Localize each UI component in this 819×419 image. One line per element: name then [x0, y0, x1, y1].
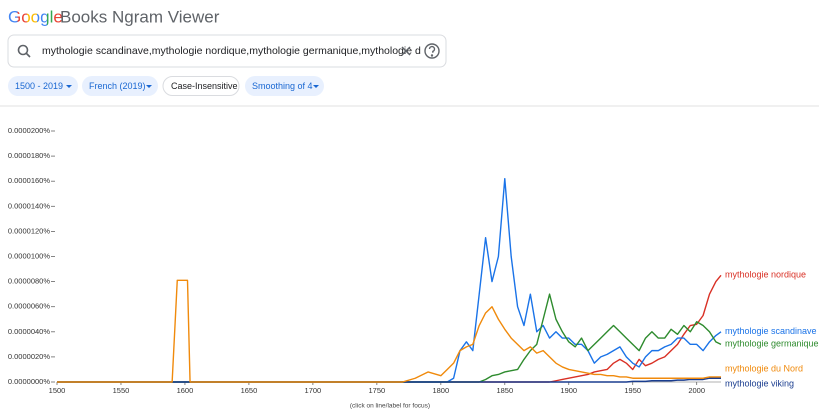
- filter-chip[interactable]: [82, 76, 158, 96]
- y-tick-label: 0.0000140%: [8, 201, 50, 210]
- logo[interactable]: Google: [8, 7, 63, 26]
- dropdown-arrow[interactable]: [66, 85, 72, 88]
- x-tick-label: 1750: [369, 386, 386, 395]
- x-tick-label: 1800: [432, 386, 449, 395]
- filter-chip[interactable]: [162, 76, 240, 96]
- app-title: Books Ngram Viewer: [60, 7, 220, 26]
- x-tick-label: 1650: [241, 386, 258, 395]
- y-tick-label: 0.0000160%: [8, 176, 50, 185]
- x-tick-label: 1850: [496, 386, 513, 395]
- dropdown-arrow[interactable]: [146, 85, 152, 88]
- x-tick-label: 1900: [560, 386, 577, 395]
- filter-label[interactable]: Smoothing of 4: [252, 81, 313, 91]
- x-tick-label: 1500: [49, 386, 66, 395]
- y-tick-label: 0.0000200%: [8, 126, 50, 135]
- filter-label[interactable]: Case-Insensitive: [171, 81, 238, 91]
- x-tick-label: 1700: [305, 386, 322, 395]
- y-tick-label: 0.0000060%: [8, 302, 50, 311]
- series-label[interactable]: mythologie germanique: [725, 339, 819, 349]
- filter-label[interactable]: French (2019): [89, 81, 146, 91]
- series-label[interactable]: mythologie nordique: [725, 270, 806, 280]
- x-tick-label: 1550: [113, 386, 130, 395]
- filter-label[interactable]: 1500 - 2019: [15, 81, 63, 91]
- x-tick-label: 1600: [177, 386, 194, 395]
- series-line[interactable]: [57, 274, 722, 383]
- x-tick-label: 1950: [624, 386, 641, 395]
- series-line[interactable]: [57, 177, 722, 383]
- chart-note: (click on line/label for focus): [350, 403, 430, 410]
- series-label[interactable]: mythologie viking: [725, 378, 794, 388]
- series-line[interactable]: [57, 377, 721, 383]
- search-box[interactable]: [7, 34, 447, 68]
- series-line[interactable]: [57, 293, 722, 383]
- chart: 0.0000000% 0.0000020% 0.0000040% 0.0000060%…: [8, 126, 819, 395]
- y-tick-label: 0.0000040%: [8, 327, 50, 336]
- x-tick-label: 2000: [688, 386, 705, 395]
- clear-icon[interactable]: [401, 46, 411, 56]
- series-label[interactable]: mythologie scandinave: [725, 326, 817, 336]
- series-label[interactable]: mythologie du Nord: [725, 363, 803, 373]
- search-icon[interactable]: [17, 44, 31, 58]
- dropdown-arrow[interactable]: [313, 85, 319, 88]
- help-icon[interactable]: [424, 43, 440, 59]
- y-tick-label: 0.0000080%: [8, 277, 50, 286]
- y-tick-label: 0.0000120%: [8, 226, 50, 235]
- y-tick-label: 0.0000020%: [8, 352, 50, 361]
- search-query[interactable]: mythologie scandinave,mythologie nordiqu…: [42, 45, 421, 57]
- y-tick-label: 0.0000100%: [8, 251, 50, 260]
- series-line[interactable]: [57, 279, 721, 383]
- y-tick-label: 0.0000000%: [8, 377, 50, 386]
- filter-chip[interactable]: [8, 76, 78, 96]
- y-tick-label: 0.0000180%: [8, 151, 50, 160]
- filter-chip[interactable]: [245, 76, 324, 96]
